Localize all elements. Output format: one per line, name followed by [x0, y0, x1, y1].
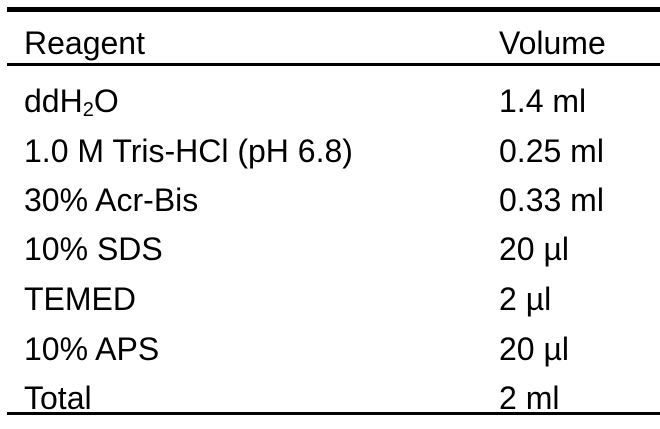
- table-row-total: Total 2 ml: [0, 374, 660, 422]
- table-top-rule: [7, 7, 660, 12]
- volume-cell: 2 µl: [499, 281, 552, 317]
- table-header-row: Reagent Volume: [0, 19, 660, 67]
- formula-suffix: O: [93, 83, 119, 119]
- header-reagent: Reagent: [24, 25, 145, 61]
- table-row: TEMED 2 µl: [0, 275, 660, 323]
- volume-cell: 20 µl: [499, 331, 570, 367]
- table-row: 30% Acr-Bis 0.33 ml: [0, 176, 660, 224]
- formula-prefix: ddH: [24, 83, 83, 119]
- table-header-rule: [7, 63, 660, 66]
- reagent-cell: 10% APS: [24, 331, 160, 367]
- reagent-cell: 30% Acr-Bis: [24, 182, 199, 218]
- table-row: 1.0 M Tris-HCl (pH 6.8) 0.25 ml: [0, 127, 660, 175]
- reagent-cell: 1.0 M Tris-HCl (pH 6.8): [24, 133, 353, 169]
- reagent-cell: TEMED: [24, 281, 136, 317]
- header-volume: Volume: [499, 25, 606, 61]
- table-row: ddH2O 1.4 ml: [0, 77, 660, 125]
- volume-cell: 0.33 ml: [499, 182, 604, 218]
- table-row: 10% SDS 20 µl: [0, 225, 660, 273]
- formula-subscript: 2: [82, 99, 94, 121]
- table-row: 10% APS 20 µl: [0, 325, 660, 373]
- volume-cell: 1.4 ml: [499, 83, 587, 119]
- volume-cell: 2 ml: [499, 380, 560, 416]
- volume-cell: 0.25 ml: [499, 133, 604, 169]
- table-bottom-rule: [7, 412, 660, 415]
- reagent-cell: 10% SDS: [24, 231, 163, 267]
- volume-cell: 20 µl: [499, 231, 570, 267]
- reagent-cell: ddH2O: [24, 77, 119, 125]
- reagent-cell: Total: [24, 380, 92, 416]
